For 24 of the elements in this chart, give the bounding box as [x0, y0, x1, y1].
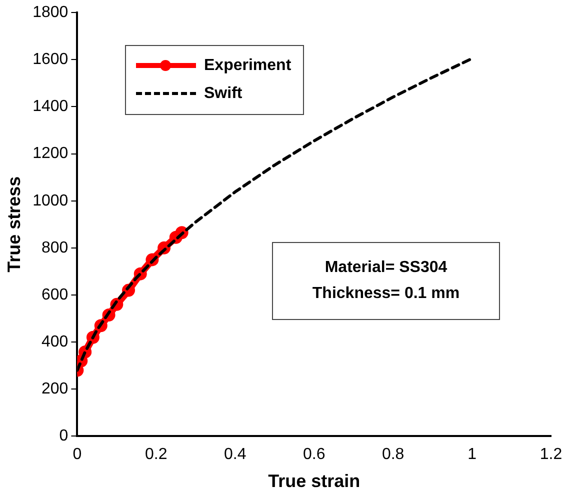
y-tick-label: 1000 [32, 192, 68, 210]
y-tick-label: 0 [59, 428, 68, 445]
y-tick-label: 800 [41, 239, 68, 256]
y-tick-label: 1800 [32, 4, 68, 22]
y-tick-label: 1600 [32, 51, 68, 68]
x-tick-label: 0.6 [302, 446, 326, 464]
y-tick-label: 400 [41, 333, 68, 350]
annotation: Material= SS304 [324, 258, 448, 278]
x-tick-label: 0.4 [224, 446, 246, 464]
x-tick-label: 0 [72, 446, 82, 464]
y-tick-label: 200 [41, 380, 68, 398]
x-tick-label: 0.8 [382, 446, 404, 464]
x-axis-title: True strain [268, 471, 360, 492]
annotation: Thickness= 0.1 mm [311, 284, 461, 304]
y-tick-label: 1200 [32, 145, 68, 162]
note-box: Material= SS304 Thickness= 0.1 mm [272, 242, 500, 320]
x-tick-label: 1.2 [540, 446, 562, 464]
legend-label: Swift [204, 85, 242, 103]
y-tick-label: 1400 [32, 98, 68, 116]
legend-label: Experiment [204, 57, 292, 75]
y-axis-title: True stress [4, 176, 24, 272]
y-tick-label: 600 [41, 286, 68, 304]
x-tick-label: 0.2 [145, 446, 168, 464]
x-tick-label: 1 [468, 446, 477, 464]
